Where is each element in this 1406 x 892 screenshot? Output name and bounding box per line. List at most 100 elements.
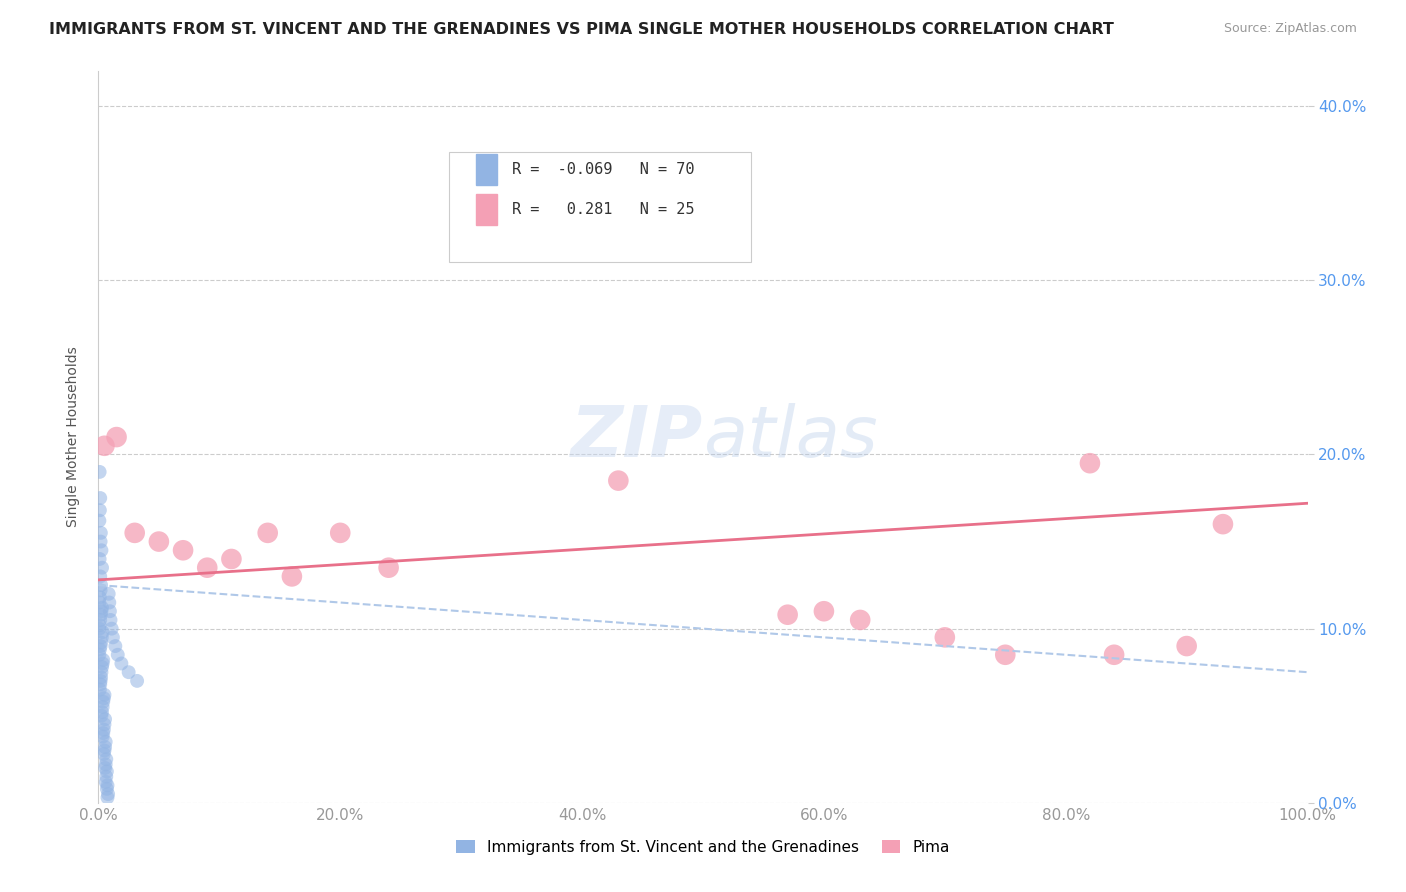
Point	[98, 604, 121, 618]
Point	[934, 631, 956, 645]
Point	[90, 708, 112, 723]
Point	[91, 730, 114, 744]
Point	[90, 607, 112, 622]
Point	[96, 764, 118, 779]
Y-axis label: Single Mother Households: Single Mother Households	[66, 347, 80, 527]
Point	[90, 665, 112, 680]
Point	[90, 583, 112, 598]
Point	[93, 723, 115, 737]
Point	[93, 747, 115, 761]
Point	[90, 670, 112, 684]
Legend: Immigrants from St. Vincent and the Grenadines, Pima: Immigrants from St. Vincent and the Gren…	[450, 834, 956, 861]
Point	[607, 474, 630, 488]
Point	[89, 491, 111, 505]
Point	[1078, 456, 1101, 470]
Point	[90, 534, 112, 549]
Point	[96, 778, 118, 792]
Point	[91, 600, 114, 615]
Point	[90, 525, 112, 540]
Point	[89, 677, 111, 691]
Point	[94, 761, 117, 775]
Point	[1175, 639, 1198, 653]
Point	[91, 705, 114, 719]
Point	[100, 622, 122, 636]
Point	[94, 757, 117, 772]
Point	[93, 743, 115, 757]
Text: R =   0.281   N = 25: R = 0.281 N = 25	[512, 202, 695, 217]
Point	[377, 560, 399, 574]
Point	[107, 648, 129, 662]
Point	[89, 552, 111, 566]
Point	[91, 695, 114, 709]
Point	[329, 525, 352, 540]
Point	[93, 688, 115, 702]
Point	[118, 665, 141, 680]
Point	[89, 514, 111, 528]
Point	[97, 787, 120, 801]
Point	[101, 631, 124, 645]
Point	[89, 648, 111, 662]
Point	[90, 635, 112, 649]
Bar	[475, 154, 498, 185]
Point	[89, 613, 111, 627]
Point	[124, 525, 146, 540]
Point	[94, 735, 117, 749]
Point	[93, 691, 115, 706]
Text: Source: ZipAtlas.com: Source: ZipAtlas.com	[1223, 22, 1357, 36]
Point	[89, 622, 111, 636]
Point	[96, 770, 118, 784]
Point	[221, 552, 243, 566]
Point	[91, 625, 114, 640]
Point	[994, 648, 1017, 662]
Point	[90, 604, 112, 618]
Point	[89, 642, 111, 657]
Point	[90, 631, 112, 645]
Point	[93, 439, 115, 453]
Point	[89, 595, 111, 609]
Point	[91, 657, 114, 671]
Point	[93, 717, 115, 731]
Point	[91, 726, 114, 740]
Point	[91, 660, 114, 674]
Point	[91, 560, 114, 574]
Point	[195, 560, 218, 574]
Point	[94, 740, 117, 755]
Point	[90, 543, 112, 558]
Text: IMMIGRANTS FROM ST. VINCENT AND THE GRENADINES VS PIMA SINGLE MOTHER HOUSEHOLDS : IMMIGRANTS FROM ST. VINCENT AND THE GREN…	[49, 22, 1114, 37]
Point	[1102, 648, 1125, 662]
Point	[97, 587, 120, 601]
Point	[281, 569, 304, 583]
Point	[90, 639, 112, 653]
Point	[90, 578, 112, 592]
Point	[104, 639, 127, 653]
Point	[94, 712, 117, 726]
Point	[172, 543, 194, 558]
Point	[1212, 517, 1234, 532]
FancyBboxPatch shape	[449, 152, 751, 261]
Point	[96, 790, 118, 805]
Text: atlas: atlas	[703, 402, 877, 472]
Point	[105, 430, 128, 444]
Bar	[475, 194, 498, 225]
Point	[148, 534, 170, 549]
Point	[96, 752, 118, 766]
Point	[89, 682, 111, 697]
Point	[110, 657, 132, 671]
Point	[98, 595, 121, 609]
Point	[94, 775, 117, 789]
Point	[89, 569, 111, 583]
Text: R =  -0.069   N = 70: R = -0.069 N = 70	[512, 161, 695, 177]
Point	[256, 525, 278, 540]
Point	[100, 613, 122, 627]
Point	[776, 607, 799, 622]
Point	[89, 618, 111, 632]
Point	[849, 613, 872, 627]
Text: ZIP: ZIP	[571, 402, 703, 472]
Point	[127, 673, 149, 688]
Point	[91, 653, 114, 667]
Point	[90, 673, 112, 688]
Point	[510, 212, 533, 227]
Point	[813, 604, 835, 618]
Point	[89, 591, 111, 605]
Point	[89, 503, 111, 517]
